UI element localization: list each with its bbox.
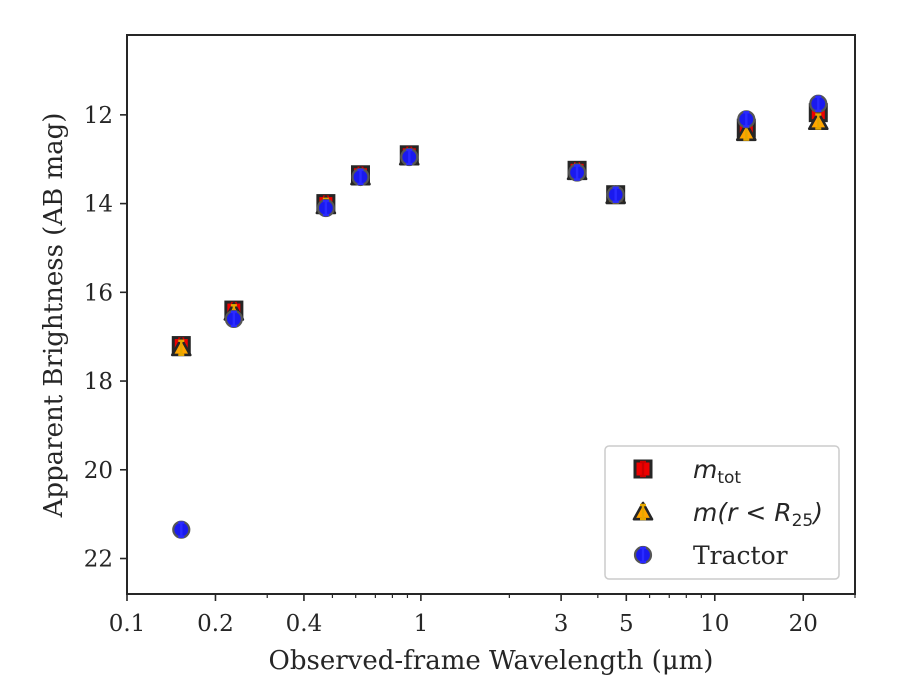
data-point: [316, 198, 335, 218]
error-bar: [322, 199, 329, 217]
x-tick-label: 10: [700, 611, 729, 637]
y-tick-label: 16: [84, 280, 113, 306]
x-tick-label: 1: [414, 611, 429, 637]
data-point: [737, 110, 756, 129]
y-tick-label: 14: [84, 192, 113, 218]
x-tick-label: 0.2: [197, 611, 234, 637]
legend-box: [604, 445, 840, 580]
data-point: [351, 167, 370, 187]
data-point: [172, 520, 191, 539]
legend-entry: Tractor: [633, 541, 788, 570]
x-tick-label: 0.1: [109, 611, 146, 637]
x-tick-label: 3: [554, 611, 569, 637]
plot-area: [170, 94, 829, 539]
error-bar: [574, 164, 581, 181]
error-bar: [178, 339, 185, 356]
data-point: [807, 111, 829, 131]
error-bar: [178, 521, 185, 538]
data-point: [606, 185, 625, 204]
legend-error-bar: [640, 460, 646, 478]
legend-entry: m(r < R25): [632, 498, 823, 531]
data-point: [170, 337, 192, 357]
data-point: [224, 309, 243, 329]
y-axis-label: Apparent Brightness (AB mag): [39, 113, 69, 519]
y-tick-label: 12: [84, 103, 113, 129]
y-tick-label: 22: [84, 547, 113, 573]
error-bar: [612, 186, 619, 203]
legend-label: mtot: [693, 455, 741, 488]
x-axis-label: Observed-frame Wavelength (μm): [269, 646, 714, 676]
legend-entry: mtot: [633, 455, 741, 488]
axes: 0.1 0.2 0.4 1 3 5 10 20 12 14 16 18 20 22: [84, 34, 856, 637]
x-tick-label: 5: [619, 611, 634, 637]
legend: mtot m(r < R25) Tractor: [604, 445, 840, 580]
error-bar: [743, 111, 750, 128]
series-tractor: [172, 94, 828, 539]
x-tick-label: 0.4: [286, 611, 323, 637]
legend-label: m(r < R25): [693, 498, 823, 531]
data-point: [567, 163, 587, 182]
error-bar: [357, 168, 364, 186]
error-bar: [815, 113, 822, 130]
plot-frame: [126, 34, 856, 595]
legend-error-bar: [640, 546, 646, 564]
y-tick-label: 18: [84, 369, 113, 395]
y-tick-label: 20: [84, 458, 113, 484]
data-point: [809, 94, 828, 113]
legend-error-bar: [640, 503, 646, 521]
error-bar: [230, 310, 237, 328]
x-tick-label: 20: [789, 611, 818, 637]
data-point: [400, 147, 419, 167]
legend-label: Tractor: [693, 541, 788, 570]
error-bar: [406, 148, 413, 166]
error-bar: [815, 95, 822, 112]
